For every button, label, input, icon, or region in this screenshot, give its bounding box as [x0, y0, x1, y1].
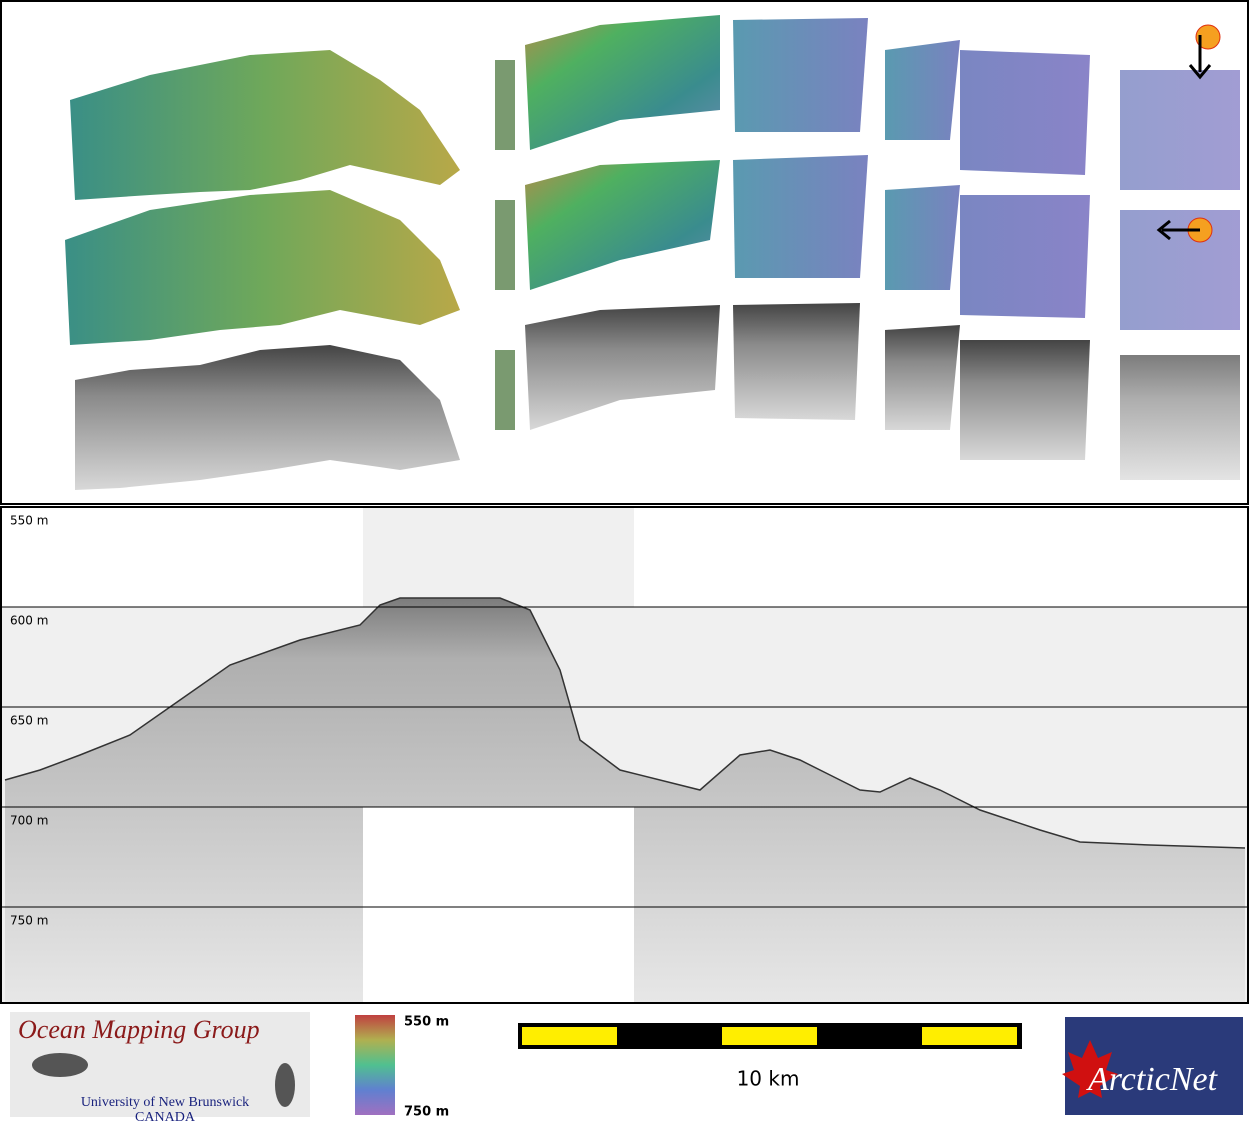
depth-label: 750 m — [10, 914, 48, 928]
color-scale: 550 m 750 m — [355, 1015, 449, 1120]
depth-label: 700 m — [10, 814, 48, 828]
depth-label: 650 m — [10, 714, 48, 728]
logo-country: CANADA — [135, 1110, 196, 1125]
sun-icons — [1156, 24, 1221, 243]
depth-label: 600 m — [10, 614, 48, 628]
scale-bar: 10 km — [518, 1023, 1022, 1091]
arcticnet-name: ArcticNet — [1086, 1061, 1219, 1098]
logo-university: University of New Brunswick — [81, 1095, 249, 1110]
arcticnet-logo: ArcticNet — [1062, 1017, 1243, 1115]
color-scale-bottom: 750 m — [404, 1105, 449, 1120]
depth-labels: 550 m 600 m 650 m 700 m 750 m — [10, 514, 48, 928]
profile-panel — [0, 506, 1249, 1004]
scale-label: 10 km — [737, 1067, 800, 1091]
swaths — [65, 15, 1240, 490]
depth-label: 550 m — [10, 514, 48, 528]
color-scale-top: 550 m — [404, 1015, 449, 1030]
logo-title: Ocean Mapping Group — [18, 1015, 260, 1044]
omg-logo: Ocean Mapping Group University of New Br… — [10, 1012, 310, 1125]
